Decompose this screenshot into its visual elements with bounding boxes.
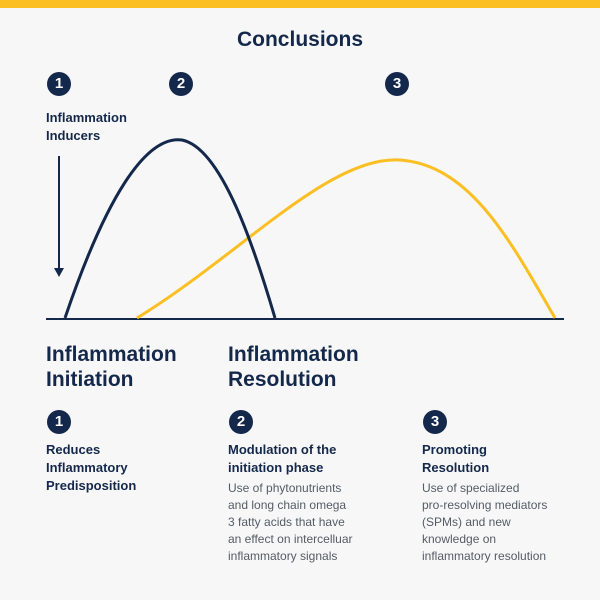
initiation-curve (63, 138, 277, 319)
step-2-title-line-1: Modulation of the (228, 442, 337, 457)
badge-2-step: 2 (229, 410, 253, 434)
inducers-line-1: Inflammation (46, 110, 127, 125)
step-3-description: Use of specialized pro-resolving mediato… (422, 480, 592, 565)
step-3-desc-line-1: Use of specialized (422, 481, 520, 495)
badge-3-top: 3 (385, 72, 409, 96)
step-3-title-line-1: Promoting (422, 442, 487, 457)
inducers-line-2: Inducers (46, 128, 101, 143)
phase-initiation: Inflammation Initiation (46, 342, 177, 392)
step-1-title-line-3: Predisposition (46, 478, 137, 493)
step-1-title-line-2: Inflammatory (46, 460, 128, 475)
step-2-desc-line-3: 3 fatty acids that have (228, 515, 345, 529)
phase-initiation-line-1: Inflammation (46, 343, 177, 366)
step-2-desc-line-1: Use of phytonutrients (228, 481, 342, 495)
top-accent-bar (0, 0, 600, 8)
badge-1-top: 1 (47, 72, 71, 96)
step-2-desc-line-4: an effect on intercelluar (228, 532, 353, 546)
step-3-desc-line-4: knowledge on (422, 532, 497, 546)
step-2-title-line-2: initiation phase (228, 460, 324, 475)
step-3-desc-line-2: pro-resolving mediators (422, 498, 548, 512)
badge-3-step: 3 (423, 410, 447, 434)
step-3-title-line-2: Resolution (422, 460, 490, 475)
step-3-desc-line-5: inflammatory resolution (422, 549, 547, 563)
phase-resolution: Inflammation Resolution (228, 342, 359, 392)
step-2-desc-line-5: inflammatory signals (228, 549, 338, 563)
step-2-title: Modulation of the initiation phase (228, 441, 336, 477)
step-3-title: Promoting Resolution (422, 441, 489, 477)
badge-1-step: 1 (47, 410, 71, 434)
inflammation-inducers-label: Inflammation Inducers (46, 109, 186, 145)
phase-resolution-line-1: Inflammation (228, 343, 359, 366)
inducers-arrow-head (54, 268, 64, 277)
step-1-title-line-1: Reduces (46, 442, 101, 457)
resolution-curve (136, 158, 557, 320)
page-title: Conclusions (236, 28, 363, 51)
step-2-description: Use of phytonutrients and long chain ome… (228, 480, 398, 565)
phase-resolution-line-2: Resolution (228, 368, 337, 391)
phase-initiation-line-2: Initiation (46, 368, 134, 391)
step-1-title: Reduces Inflammatory Predisposition (46, 441, 136, 495)
step-3-desc-line-3: (SPMs) and new (422, 515, 511, 529)
badge-2-top: 2 (169, 72, 193, 96)
step-2-desc-line-2: and long chain omega (228, 498, 347, 512)
